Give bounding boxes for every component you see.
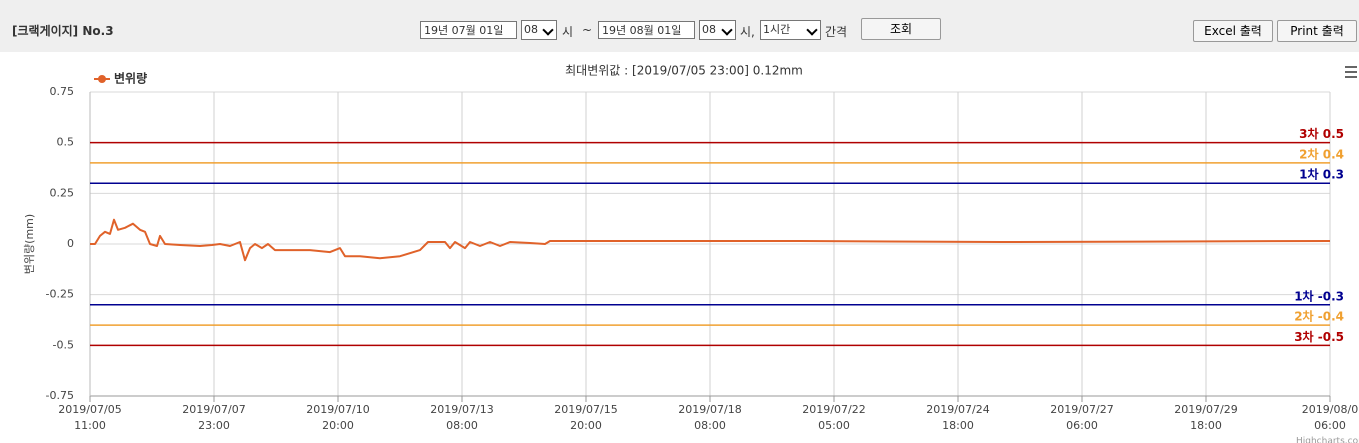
y-tick-label: 0.75: [50, 85, 75, 98]
x-tick-label: 2019/08/0 06:00: [1302, 403, 1358, 432]
interval-label: 간격: [825, 25, 848, 39]
threshold-label: 3차 -0.5: [1294, 329, 1344, 344]
y-axis-label: 변위량(mm): [23, 214, 36, 274]
threshold-label: 2차 -0.4: [1294, 309, 1344, 324]
end-hour-select[interactable]: 08: [699, 20, 736, 40]
x-tick-label: 2019/07/27 06:00: [1050, 403, 1113, 432]
legend-label: 변위량: [114, 71, 147, 86]
menu-bar: [1345, 76, 1357, 78]
x-tick-label: 2019/07/07 23:00: [182, 403, 245, 432]
end-hour: 08: [702, 23, 716, 36]
search-button[interactable]: 조회: [861, 18, 941, 40]
tilde: ~: [582, 23, 593, 37]
x-tick-label: 2019/07/10 20:00: [306, 403, 369, 432]
y-tick-label: 0.5: [57, 136, 75, 149]
menu-bar: [1345, 66, 1357, 68]
end-date-input[interactable]: 19년 08월 01일: [598, 21, 695, 39]
credits: Highcharts.com: [1296, 437, 1359, 443]
threshold-label: 2차 0.4: [1299, 146, 1344, 161]
y-tick-label: -0.5: [53, 338, 74, 351]
threshold-label: 1차 -0.3: [1294, 288, 1344, 303]
subtitle: 최대변위값 : [2019/07/05 23:00] 0.12mm: [565, 64, 803, 78]
x-tick-label: 2019/07/22 05:00: [802, 403, 865, 432]
y-tick-label: -0.75: [46, 389, 74, 402]
y-tick-label: 0.25: [50, 186, 75, 199]
start-hour-select[interactable]: 08: [521, 20, 557, 40]
menu-bar: [1345, 71, 1357, 73]
page-title: [크랙게이지] No.3: [12, 24, 114, 38]
legend-symbol: [98, 75, 106, 83]
start-date-input[interactable]: 19년 07월 01일: [420, 21, 517, 39]
interval: 1시간: [763, 23, 791, 36]
start-hour: 08: [524, 23, 538, 36]
x-tick-label: 2019/07/13 08:00: [430, 403, 493, 432]
print-button[interactable]: Print 출력: [1277, 20, 1357, 42]
interval-select[interactable]: 1시간: [760, 20, 821, 40]
x-tick-label: 2019/07/29 18:00: [1174, 403, 1237, 432]
toolbar: [크랙게이지] No.3 19년 07월 01일 08 시 ~ 19년 08월 …: [0, 0, 1359, 52]
threshold-label: 3차 0.5: [1299, 126, 1344, 141]
hour-unit: 시: [562, 25, 574, 39]
y-tick-label: -0.25: [46, 288, 74, 301]
x-tick-label: 2019/07/05 11:00: [58, 403, 121, 432]
x-tick-label: 2019/07/18 08:00: [678, 403, 741, 432]
excel-button[interactable]: Excel 출력: [1193, 20, 1273, 42]
threshold-label: 1차 0.3: [1299, 167, 1344, 182]
hour-unit: 시,: [740, 25, 755, 39]
data-line: [90, 218, 1331, 262]
menu-icon[interactable]: [1345, 66, 1357, 78]
x-tick-label: 2019/07/24 18:00: [926, 403, 989, 432]
chart: 최대변위값 : [2019/07/05 23:00] 0.12mm 변위량(mm)…: [23, 64, 1359, 443]
y-tick-label: 0: [67, 237, 74, 250]
x-tick-label: 2019/07/15 20:00: [554, 403, 617, 432]
